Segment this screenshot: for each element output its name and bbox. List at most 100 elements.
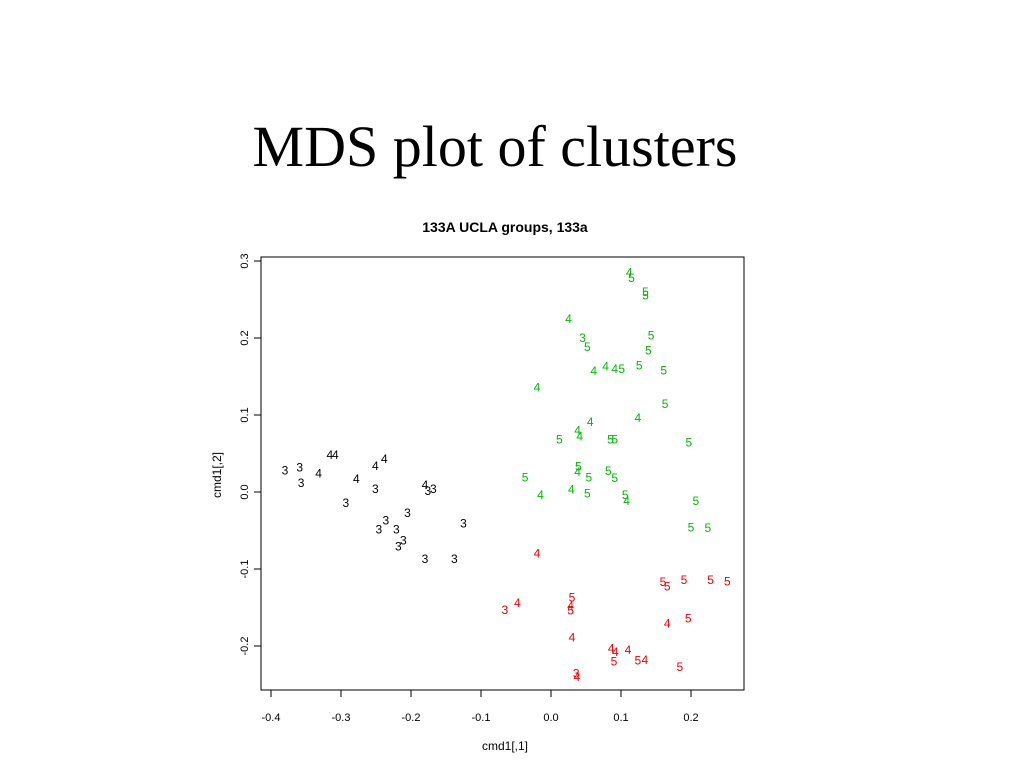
data-point: 3 bbox=[573, 667, 580, 681]
data-point: 5 bbox=[645, 343, 652, 357]
x-axis: -0.4 -0.3 -0.2 -0.1 0.0 0.1 0.2 bbox=[262, 689, 699, 724]
data-point: 3 bbox=[501, 603, 508, 617]
data-point: 5 bbox=[567, 604, 574, 618]
data-point: 3 bbox=[382, 513, 389, 527]
data-point: 3 bbox=[451, 552, 458, 566]
y-tick-label: 0.3 bbox=[239, 253, 251, 268]
data-point: 5 bbox=[605, 464, 612, 478]
data-point: 5 bbox=[688, 520, 695, 534]
data-point: 5 bbox=[642, 285, 649, 299]
data-point: 4 bbox=[381, 452, 388, 466]
data-point: 5 bbox=[676, 660, 683, 674]
data-point: 4 bbox=[664, 617, 671, 631]
data-point: 4 bbox=[422, 478, 429, 492]
data-point: 4 bbox=[611, 362, 618, 376]
x-tick-label: -0.1 bbox=[472, 712, 491, 724]
data-point: 5 bbox=[664, 580, 671, 594]
x-tick-label: 0.1 bbox=[613, 712, 628, 724]
data-point: 5 bbox=[634, 654, 641, 668]
data-point: 5 bbox=[685, 611, 692, 625]
data-point: 5 bbox=[724, 574, 731, 588]
data-point: 4 bbox=[590, 364, 597, 378]
y-tick-label: 0.1 bbox=[239, 407, 251, 422]
data-point: 3 bbox=[579, 331, 586, 345]
data-point: 4 bbox=[315, 467, 322, 481]
data-point: 4 bbox=[537, 488, 544, 502]
data-point: 5 bbox=[522, 470, 529, 484]
data-point: 3 bbox=[430, 482, 437, 496]
data-point: 5 bbox=[648, 329, 655, 343]
data-point: 5 bbox=[622, 488, 629, 502]
data-point: 5 bbox=[585, 470, 592, 484]
data-point: 4 bbox=[625, 643, 632, 657]
data-point: 3 bbox=[460, 517, 467, 531]
data-point: 4 bbox=[569, 631, 576, 645]
data-point: 4 bbox=[534, 547, 541, 561]
data-point: 3 bbox=[424, 484, 431, 498]
data-point: 4 bbox=[568, 483, 575, 497]
data-point: 3 bbox=[298, 476, 305, 490]
data-point: 5 bbox=[628, 271, 635, 285]
x-tick-label: 0.0 bbox=[543, 712, 558, 724]
data-point: 5 bbox=[707, 573, 714, 587]
data-point: 5 bbox=[660, 363, 667, 377]
data-point: 4 bbox=[574, 670, 581, 684]
data-point: 4 bbox=[326, 448, 333, 462]
plot-frame bbox=[260, 256, 745, 691]
data-point: 5 bbox=[611, 471, 618, 485]
data-point: 4 bbox=[567, 599, 574, 613]
data-point: 4 bbox=[576, 430, 583, 444]
data-point: 5 bbox=[584, 340, 591, 354]
data-point: 4 bbox=[565, 312, 572, 326]
data-point: 5 bbox=[569, 590, 576, 604]
data-point: 3 bbox=[422, 552, 429, 566]
data-point: 3 bbox=[400, 534, 407, 548]
y-tick-label: 0.0 bbox=[239, 484, 251, 499]
data-point: 3 bbox=[393, 523, 400, 537]
data-point: 5 bbox=[607, 433, 614, 447]
data-point: 5 bbox=[618, 362, 625, 376]
data-point: 4 bbox=[626, 266, 633, 280]
data-point: 3 bbox=[395, 540, 402, 554]
chart-title: 133A UCLA groups, 133a bbox=[422, 219, 588, 235]
y-axis-label: cmd1[,2] bbox=[210, 452, 224, 498]
data-point: 5 bbox=[642, 289, 649, 303]
data-point: 5 bbox=[693, 494, 700, 508]
data-point: 4 bbox=[534, 380, 541, 394]
data-point: 3 bbox=[404, 506, 411, 520]
data-point: 5 bbox=[686, 436, 693, 450]
data-point: 4 bbox=[641, 653, 648, 667]
data-point: 5 bbox=[704, 521, 711, 535]
data-point: 4 bbox=[574, 465, 581, 479]
y-tick-label: 0.2 bbox=[239, 330, 251, 345]
data-point: 4 bbox=[574, 423, 581, 437]
x-tick-label: -0.4 bbox=[262, 712, 281, 724]
data-point: 4 bbox=[608, 641, 615, 655]
data-point: 4 bbox=[372, 459, 379, 473]
data-point: 4 bbox=[514, 596, 521, 610]
data-point: 5 bbox=[611, 433, 618, 447]
data-point: 4 bbox=[634, 411, 641, 425]
x-axis-label: cmd1[,1] bbox=[482, 739, 528, 753]
data-point: 5 bbox=[662, 397, 669, 411]
data-point: 3 bbox=[343, 496, 350, 510]
data-point: 5 bbox=[636, 359, 643, 373]
data-point: 5 bbox=[660, 575, 667, 589]
data-point: 3 bbox=[375, 523, 382, 537]
data-point: 4 bbox=[602, 359, 609, 373]
data-point: 4 bbox=[332, 448, 339, 462]
data-point: 4 bbox=[587, 415, 594, 429]
x-tick-label: 0.2 bbox=[683, 712, 698, 724]
x-tick-label: -0.3 bbox=[332, 712, 351, 724]
data-point: 3 bbox=[296, 460, 303, 474]
data-point: 5 bbox=[575, 460, 582, 474]
y-tick-label: -0.1 bbox=[239, 560, 251, 579]
data-point: 4 bbox=[623, 494, 630, 508]
data-point: 5 bbox=[611, 654, 618, 668]
data-point: 4 bbox=[612, 645, 619, 659]
x-tick-label: -0.2 bbox=[402, 712, 421, 724]
data-point: 4 bbox=[353, 472, 360, 486]
y-tick-label: -0.2 bbox=[239, 637, 251, 656]
